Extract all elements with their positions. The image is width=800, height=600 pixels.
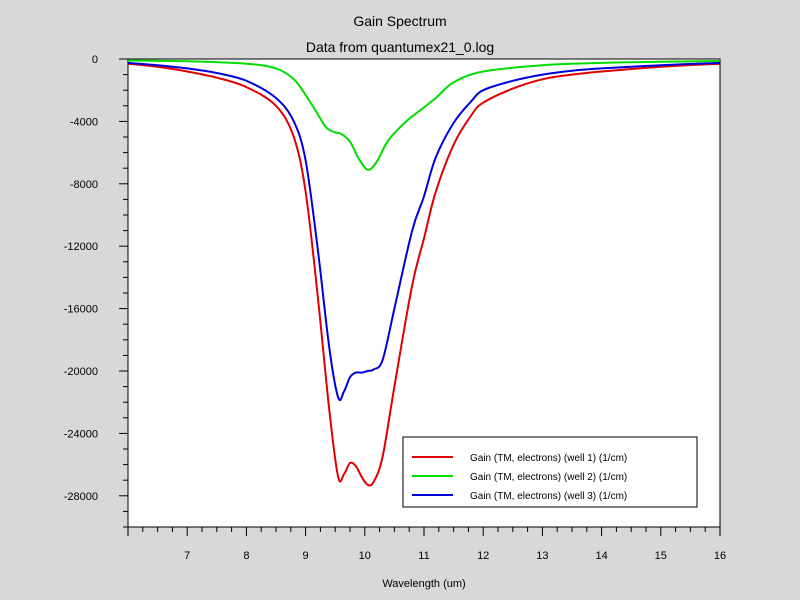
- legend-label-well-3: Gain (TM, electrons) (well 3) (1/cm): [470, 491, 627, 502]
- x-tick-label: 11: [418, 550, 429, 562]
- x-tick-label: 7: [184, 550, 190, 562]
- y-tick-label: -24000: [64, 428, 98, 440]
- y-tick-label: -4000: [70, 116, 98, 128]
- y-tick-label: -28000: [64, 491, 98, 503]
- legend-box: [402, 436, 698, 508]
- x-tick-label: 10: [359, 550, 371, 562]
- x-tick-label: 14: [595, 550, 607, 562]
- legend: Gain (TM, electrons) (well 1) (1/cm) Gain…: [402, 436, 698, 508]
- x-axis-label: Wavelength (um): [382, 578, 465, 590]
- chart-title: Gain Spectrum: [353, 13, 446, 29]
- x-tick-label: 15: [655, 550, 667, 562]
- y-tick-label: 0: [92, 54, 98, 66]
- x-tick-label: 9: [303, 550, 309, 562]
- x-axis: 7 8 9 10 11 12 13 14 15 16: [127, 527, 726, 562]
- legend-label-well-2: Gain (TM, electrons) (well 2) (1/cm): [470, 472, 627, 483]
- y-tick-label: -12000: [64, 241, 98, 253]
- y-axis: 0 -4000 -8000 -12000 -16000 -20000 -24000 -2800…: [64, 54, 128, 528]
- y-tick-label: -20000: [64, 366, 98, 378]
- x-tick-label: 13: [536, 550, 548, 562]
- series-line-well-1: [127, 62, 721, 487]
- y-tick-label: -8000: [70, 179, 98, 191]
- x-tick-label: 8: [243, 550, 249, 562]
- y-tick-label: -16000: [64, 304, 98, 316]
- series-line-well-2: [127, 59, 721, 171]
- x-tick-label: 12: [477, 550, 489, 562]
- legend-label-well-1: Gain (TM, electrons) (well 1) (1/cm): [470, 453, 627, 464]
- series-line-well-3: [127, 61, 721, 402]
- series-layer: [127, 59, 721, 487]
- chart-subtitle: Data from quantumex21_0.log: [306, 39, 494, 55]
- x-tick-label: 16: [714, 550, 726, 562]
